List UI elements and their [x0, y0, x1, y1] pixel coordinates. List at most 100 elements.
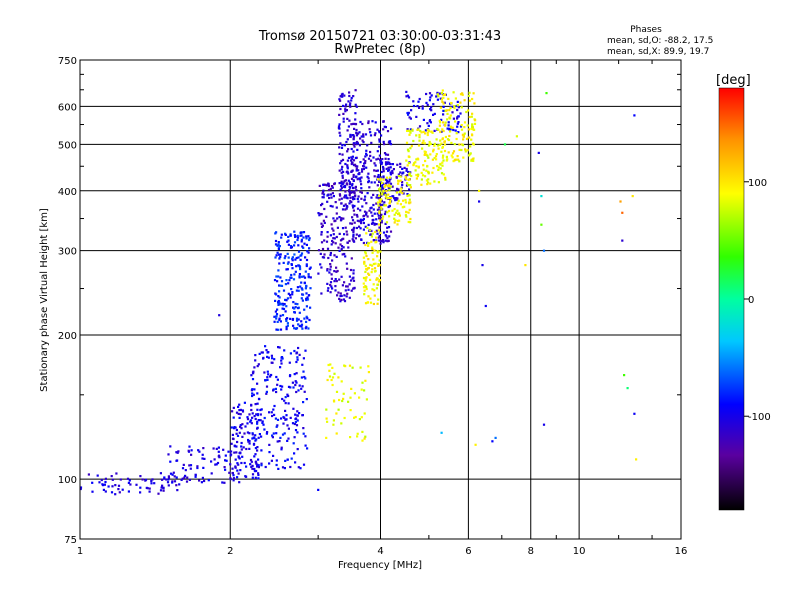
echo-point — [176, 459, 179, 462]
echo-point — [302, 370, 305, 373]
echo-point — [453, 107, 456, 110]
echo-point — [376, 128, 379, 131]
echo-point — [346, 117, 349, 120]
echo-point — [353, 416, 356, 419]
echo-point — [295, 381, 298, 384]
echo-point — [391, 185, 394, 188]
echo-point — [288, 361, 291, 364]
echo-point — [474, 443, 477, 446]
echo-point — [381, 203, 384, 206]
echo-point — [295, 360, 298, 364]
echo-point — [251, 437, 254, 440]
echo-point — [405, 210, 408, 213]
echo-point — [114, 484, 117, 487]
echo-point — [335, 255, 338, 258]
echo-point — [350, 289, 353, 292]
echo-point — [340, 245, 344, 248]
echo-point — [397, 199, 400, 202]
echo-point — [150, 482, 153, 485]
echo-point — [352, 159, 356, 162]
echo-point — [257, 419, 260, 422]
echo-point — [452, 150, 456, 153]
chart-title: Tromsø 20150721 03:30:00-03:31:43 — [258, 29, 501, 44]
echo-point — [359, 219, 362, 223]
echo-point — [427, 156, 430, 159]
echo-point — [350, 156, 353, 159]
echo-point — [415, 173, 418, 177]
echo-point — [305, 325, 308, 328]
echo-point — [201, 453, 204, 456]
echo-point — [332, 237, 335, 240]
echo-point — [373, 289, 376, 292]
echo-point — [289, 465, 292, 469]
echo-point — [348, 182, 351, 186]
echo-point — [420, 178, 423, 181]
echo-point — [327, 188, 331, 192]
echo-point — [364, 160, 367, 163]
echo-point — [425, 101, 428, 104]
echo-point — [382, 175, 385, 178]
echo-point — [285, 299, 288, 302]
echo-point — [341, 144, 344, 147]
echo-point — [215, 463, 218, 466]
echo-point — [275, 231, 278, 234]
echo-point — [294, 417, 297, 421]
echo-point — [169, 472, 173, 475]
echo-point — [363, 162, 366, 165]
echo-point — [367, 244, 370, 247]
echo-point — [454, 158, 457, 161]
echo-point — [348, 275, 351, 278]
echo-point — [258, 433, 261, 436]
echo-point — [335, 206, 338, 209]
echo-point — [342, 104, 345, 107]
echo-point — [360, 416, 363, 419]
echo-point — [334, 289, 337, 292]
echo-point — [343, 144, 346, 147]
echo-point — [345, 103, 348, 106]
echo-point — [300, 323, 304, 326]
echo-point — [395, 175, 398, 179]
echo-point — [330, 285, 333, 288]
echo-point — [344, 108, 347, 111]
echo-point — [388, 215, 391, 218]
echo-point — [278, 317, 281, 320]
echo-point — [369, 278, 372, 281]
echo-point — [468, 115, 471, 119]
echo-point — [452, 128, 455, 132]
echo-point — [319, 252, 322, 255]
echo-point — [377, 239, 381, 242]
echo-point — [307, 327, 310, 330]
echo-point — [301, 363, 304, 366]
echo-point — [349, 436, 352, 439]
echo-point — [385, 195, 388, 198]
echo-point — [338, 278, 341, 281]
echo-point — [347, 400, 350, 403]
echo-point — [356, 148, 359, 151]
echo-point — [459, 112, 462, 115]
echo-point — [325, 436, 328, 439]
echo-point — [356, 219, 359, 222]
echo-point — [286, 424, 289, 427]
echo-point — [379, 239, 382, 242]
echo-point — [215, 447, 218, 450]
echo-point — [285, 268, 288, 271]
echo-point — [277, 301, 280, 304]
echo-point — [238, 457, 241, 460]
echo-point — [416, 105, 419, 108]
echo-point — [354, 118, 357, 121]
echo-point — [394, 199, 397, 202]
echo-point — [348, 104, 351, 107]
echo-point — [297, 256, 300, 259]
echo-point — [283, 349, 286, 352]
echo-point — [346, 164, 349, 167]
echo-point — [439, 106, 442, 109]
echo-point — [267, 356, 270, 359]
echo-point — [409, 147, 412, 150]
echo-point — [375, 169, 378, 172]
echo-point — [441, 161, 444, 164]
echo-point — [441, 138, 444, 141]
echo-point — [276, 378, 279, 381]
echo-point — [353, 145, 356, 148]
echo-point — [340, 159, 343, 163]
echo-point — [260, 351, 263, 354]
